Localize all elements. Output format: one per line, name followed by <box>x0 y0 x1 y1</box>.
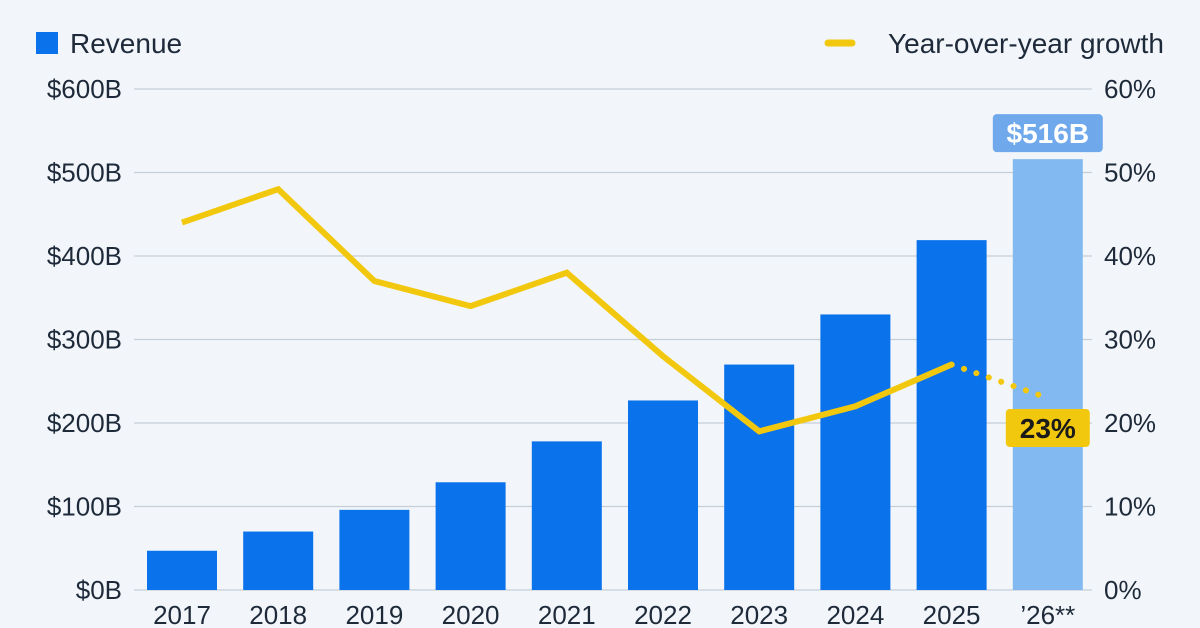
revenue-bars <box>147 159 1083 590</box>
revenue-bar <box>339 509 410 590</box>
revenue-bar-forecast <box>1012 159 1083 590</box>
legend: Revenue Year-over-year growth <box>36 28 1164 59</box>
revenue-callout-label: $516B <box>1007 118 1090 149</box>
growth-callout-label: 23% <box>1020 413 1076 444</box>
revenue-bar <box>820 314 891 590</box>
x-axis-tick-label: 2018 <box>249 600 307 628</box>
growth-callout-box <box>1005 408 1090 447</box>
right-axis-tick-label: 60% <box>1104 74 1156 104</box>
x-axis-tick-label: 2021 <box>538 600 596 628</box>
legend-growth-label: Year-over-year growth <box>888 28 1164 59</box>
left-axis-tick-label: $100B <box>47 492 122 522</box>
right-axis-tick-label: 0% <box>1104 575 1142 605</box>
left-axis-tick-label: $300B <box>47 325 122 355</box>
right-axis-tick-label: 10% <box>1104 492 1156 522</box>
revenue-bar <box>147 550 217 590</box>
revenue-bar <box>724 364 795 590</box>
x-axis-tick-label: 2022 <box>634 600 692 628</box>
x-axis-tick-label: 2020 <box>442 600 500 628</box>
revenue-callout-box <box>992 114 1103 153</box>
right-axis-tick-label: 40% <box>1104 241 1156 271</box>
x-axis-tick-label: ’26** <box>1020 600 1075 628</box>
legend-revenue-label: Revenue <box>70 28 182 59</box>
left-axis-tick-label: $600B <box>47 74 122 104</box>
x-axis-labels: 2017 2018 2019 2020 2021 2022 2023 2024 2025 ’26*… <box>153 600 1075 628</box>
x-axis-tick-label: 2019 <box>345 600 403 628</box>
revenue-bar <box>628 400 698 590</box>
left-axis-tick-label: $400B <box>47 241 122 271</box>
revenue-bar <box>531 441 602 590</box>
right-axis-tick-label: 50% <box>1104 158 1156 188</box>
right-axis-tick-label: 20% <box>1104 408 1156 438</box>
callouts: $516B 23% <box>992 114 1103 447</box>
left-axis-tick-label: $0B <box>76 575 122 605</box>
revenue-bar <box>435 482 506 590</box>
revenue-bar <box>916 240 987 590</box>
growth-line <box>181 185 1051 435</box>
legend-revenue-swatch <box>36 32 58 54</box>
right-axis-labels: 0% 10% 20% 30% 40% 50% 60% <box>1104 74 1156 605</box>
left-axis-labels: $0B $100B $200B $300B $400B $500B $600B <box>47 74 122 605</box>
x-axis-tick-label: 2023 <box>730 600 788 628</box>
growth-line-forecast-dotted <box>948 361 1051 401</box>
revenue-bar <box>243 531 314 590</box>
right-axis-tick-label: 30% <box>1104 325 1156 355</box>
x-axis-tick-label: 2025 <box>923 600 981 628</box>
x-axis-tick-label: 2024 <box>826 600 884 628</box>
growth-line-solid <box>181 185 953 435</box>
x-axis-tick-label: 2017 <box>153 600 211 628</box>
left-axis-tick-label: $200B <box>47 408 122 438</box>
left-axis-tick-label: $500B <box>47 158 122 188</box>
